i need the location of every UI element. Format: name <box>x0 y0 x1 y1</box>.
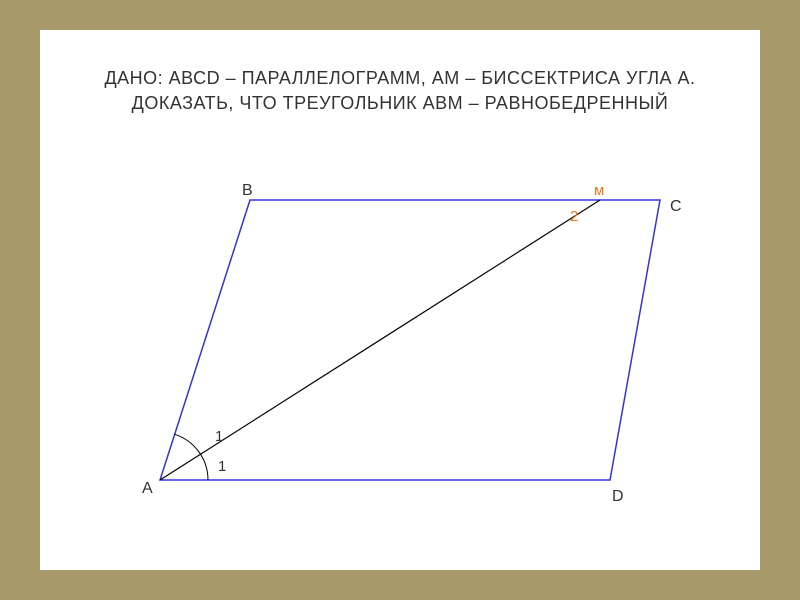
angle-1-lower: 1 <box>218 458 226 475</box>
vertex-m-label: м <box>594 182 604 199</box>
parallelogram-shape <box>160 200 660 480</box>
angle-2: 2 <box>570 208 578 225</box>
angle-arc <box>175 434 208 480</box>
title-line-1: ДАНО: АВСD – ПАРАЛЛЕЛОГРАММ, АМ – БИССЕК… <box>40 66 760 91</box>
vertex-c-label: С <box>670 198 682 216</box>
slide-frame: ДАНО: АВСD – ПАРАЛЛЕЛОГРАММ, АМ – БИССЕК… <box>40 30 760 570</box>
title-line-2: ДОКАЗАТЬ, ЧТО ТРЕУГОЛЬНИК АВМ – РАВНОБЕД… <box>40 91 760 116</box>
geometry-diagram: А В С D м 1 1 2 <box>100 140 700 520</box>
vertex-a-label: А <box>142 480 153 498</box>
vertex-b-label: В <box>242 182 253 200</box>
vertex-d-label: D <box>612 488 624 506</box>
angle-1-upper: 1 <box>215 428 223 445</box>
diagram-svg <box>100 140 700 520</box>
bisector-line <box>160 200 600 480</box>
problem-title: ДАНО: АВСD – ПАРАЛЛЕЛОГРАММ, АМ – БИССЕК… <box>40 66 760 116</box>
